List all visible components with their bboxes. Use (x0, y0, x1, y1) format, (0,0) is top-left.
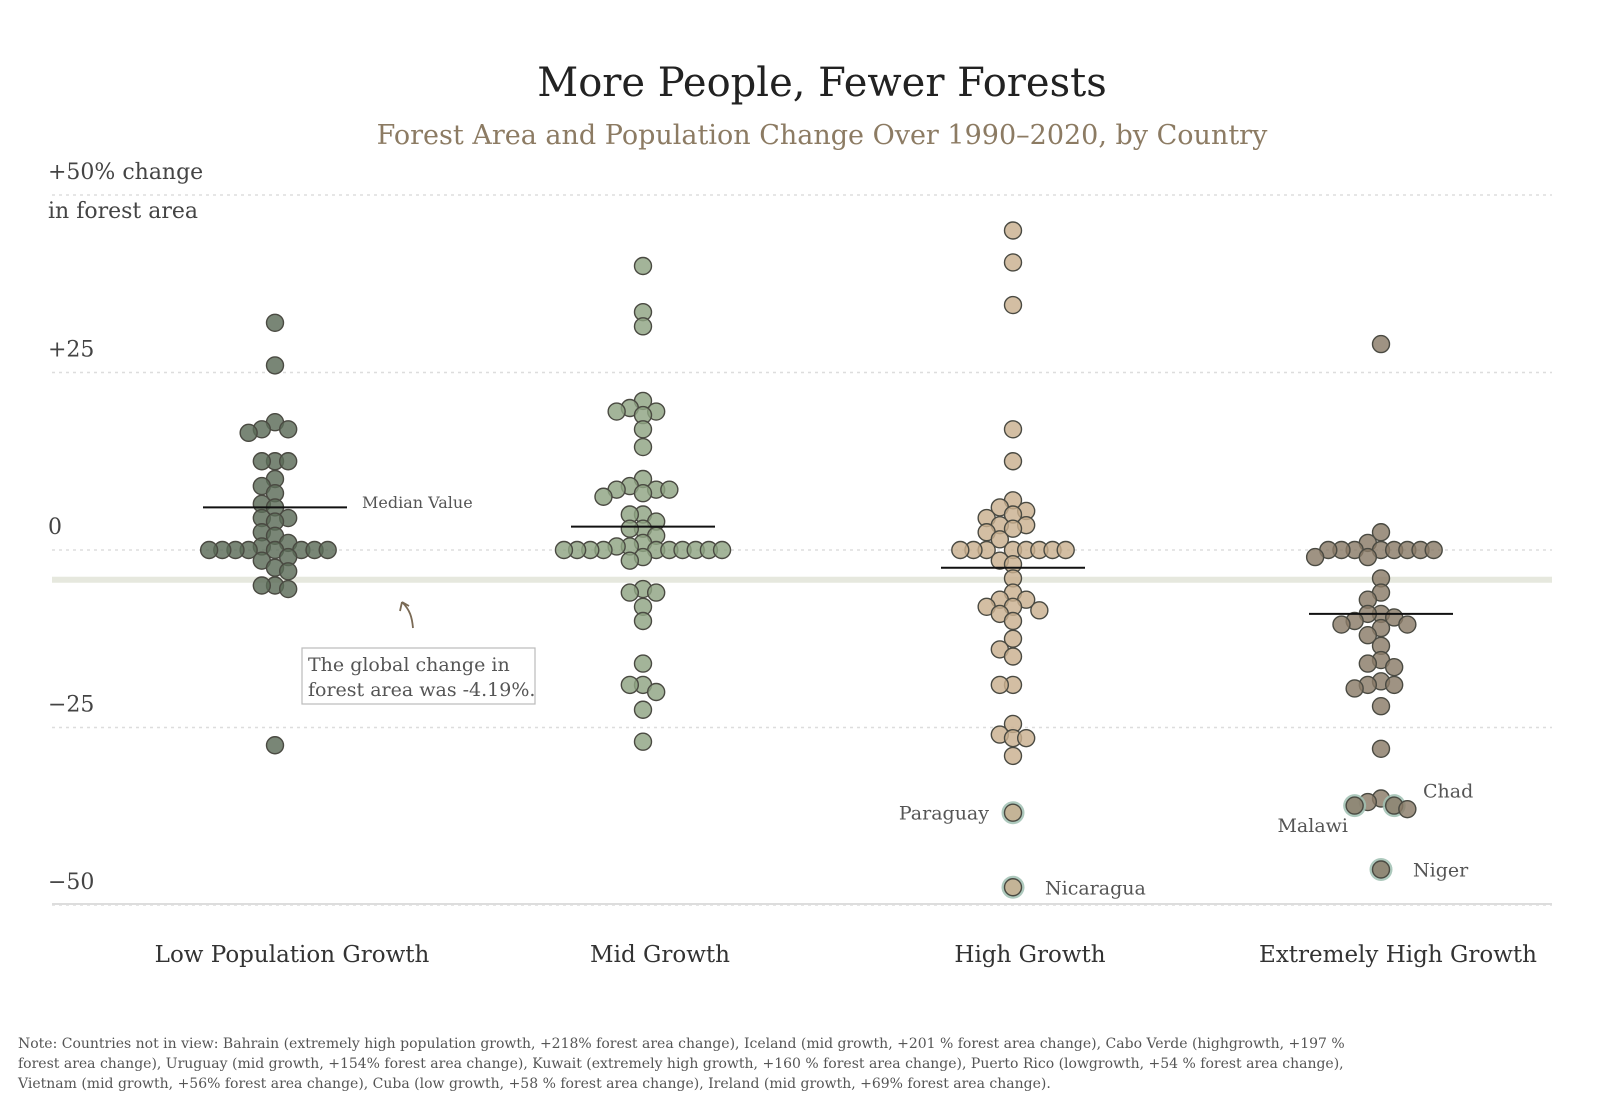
country-label: Paraguay (899, 803, 989, 825)
data-point (646, 682, 666, 702)
data-point (554, 540, 574, 560)
data-point (1384, 675, 1404, 695)
y-tick-label: −50 (48, 870, 94, 895)
data-point (1371, 739, 1391, 758)
data-point (1332, 615, 1351, 634)
category-label: Low Population Growth (155, 942, 430, 968)
data-point (1003, 519, 1023, 538)
data-point (607, 402, 626, 421)
data-point (990, 675, 1010, 695)
data-point (265, 356, 285, 375)
data-points (199, 221, 1443, 899)
data-point (1003, 878, 1023, 897)
data-point (1030, 601, 1049, 620)
category-label: High Growth (954, 942, 1105, 968)
note-line-1: Note: Countries not in view: Bahrain (ex… (18, 1036, 1345, 1052)
data-point (633, 700, 653, 719)
data-point (252, 576, 272, 595)
data-point (252, 452, 272, 471)
data-point (633, 317, 653, 336)
data-point (990, 530, 1010, 549)
data-point (1398, 615, 1417, 634)
data-point (594, 487, 613, 506)
global-change-box (301, 647, 536, 705)
data-point (712, 540, 732, 560)
country-label: Niger (1413, 860, 1469, 882)
data-point (1305, 547, 1325, 567)
data-point (1003, 746, 1023, 766)
data-point (620, 583, 640, 602)
data-point (199, 540, 219, 560)
data-point (1003, 611, 1023, 631)
chart-subtitle: Forest Area and Population Change Over 1… (377, 120, 1268, 151)
data-point (1003, 221, 1023, 240)
data-point (1003, 253, 1023, 272)
data-point (1371, 697, 1391, 716)
global-change-text-2: forest area was -4.19%. (308, 679, 535, 701)
y-axis: +50% change +25 0 −25 −50 (48, 160, 203, 895)
data-point (278, 579, 298, 599)
data-point (1345, 679, 1364, 698)
data-point (1358, 654, 1378, 673)
data-point (1384, 657, 1404, 677)
data-point (660, 480, 679, 499)
data-point (633, 420, 653, 439)
data-point (620, 519, 640, 538)
data-point (633, 484, 653, 503)
y-tick-label: 0 (48, 515, 62, 540)
data-point (278, 452, 298, 471)
note-line-3: Vietnam (mid growth, +56% forest area ch… (17, 1076, 1051, 1092)
category-label: Extremely High Growth (1259, 942, 1537, 968)
data-point (646, 583, 666, 602)
data-point (1003, 803, 1023, 822)
global-change-text-1: The global change in (308, 654, 510, 676)
data-point (239, 423, 258, 443)
data-point (318, 540, 337, 560)
data-point (278, 562, 298, 581)
y-tick-label: +25 (48, 338, 94, 363)
country-label: Chad (1423, 781, 1473, 803)
annotation-arrow (399, 601, 414, 629)
data-point (633, 732, 653, 751)
data-point (1003, 452, 1023, 471)
data-point (633, 256, 653, 276)
data-point (1371, 523, 1391, 542)
data-point (1371, 860, 1391, 879)
data-point (1358, 626, 1378, 645)
chart-title: More People, Fewer Forests (537, 60, 1106, 106)
data-point (1371, 334, 1391, 354)
category-labels: Low Population Growth Mid Growth High Grow… (155, 942, 1537, 968)
country-label: Nicaragua (1045, 877, 1146, 899)
median-value-label: Median Value (362, 493, 473, 512)
data-point (265, 736, 285, 755)
data-point (278, 420, 298, 439)
data-point (1003, 295, 1023, 315)
data-point (633, 437, 653, 457)
data-point (265, 313, 285, 332)
data-point (1358, 547, 1378, 567)
data-point (1003, 420, 1023, 439)
data-point (1056, 540, 1075, 560)
data-point (1398, 799, 1417, 819)
data-point (1016, 728, 1036, 748)
country-label: Malawi (1277, 815, 1348, 837)
category-label: Mid Growth (590, 942, 730, 968)
data-point (620, 675, 640, 695)
country-labels: Paraguay Nicaragua Chad Malawi Niger (899, 781, 1473, 900)
data-point (1424, 540, 1443, 560)
y-tick-label: −25 (48, 693, 94, 718)
data-point (1003, 647, 1023, 666)
median-lines (203, 506, 1453, 615)
note-line-2: forest area change), Uruguay (mid growth… (18, 1056, 1344, 1072)
y-tick-label: +50% change (48, 160, 203, 185)
data-point (1345, 796, 1364, 815)
data-point (1003, 629, 1023, 648)
data-point (951, 540, 970, 560)
data-point (620, 551, 640, 570)
y-axis-title-line2: in forest area (48, 199, 198, 224)
data-point (633, 654, 653, 673)
data-point (633, 611, 653, 631)
